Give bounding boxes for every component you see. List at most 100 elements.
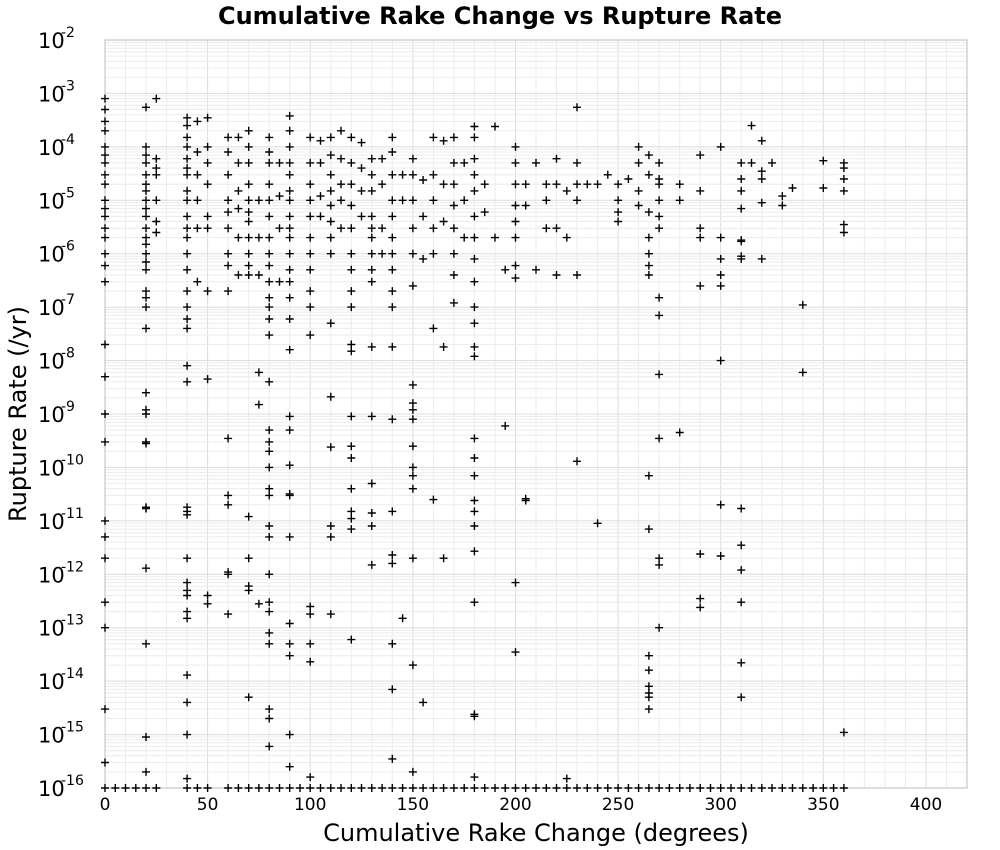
data-point [819,156,828,165]
data-point [234,186,243,195]
data-point [367,479,376,488]
data-point [285,212,294,221]
data-point [142,303,150,312]
data-point [347,133,356,142]
data-point [552,224,561,233]
data-point [367,154,376,163]
data-point [562,233,571,242]
data-point [388,784,397,792]
data-point [634,186,643,195]
data-point [511,578,520,587]
data-point [757,254,766,263]
data-point [614,208,623,217]
data-point [408,442,417,451]
data-point [357,784,366,792]
data-point [183,698,192,707]
y-tick-label: 10-13 [38,613,84,641]
data-point [183,303,192,312]
data-point [696,550,705,558]
x-tick-label: 250 [602,795,634,815]
data-point [183,510,192,519]
data-point [378,784,387,792]
data-point [265,196,274,205]
y-tick-base: 10 [38,350,65,374]
data-point [224,208,233,217]
data-point [460,233,469,242]
x-tick-label: 100 [294,795,326,815]
data-point [778,192,787,201]
data-point [449,271,458,279]
data-point [347,784,356,792]
data-point [696,151,705,160]
data-point [316,212,325,221]
data-point [388,249,397,258]
data-point [285,532,294,541]
data-point [183,578,192,587]
data-point [655,311,664,320]
data-point [142,180,150,189]
data-point [183,265,192,274]
data-point [131,784,140,792]
data-point [285,426,294,435]
data-point [470,522,479,530]
chart-title: Cumulative Rake Change vs Rupture Rate [218,2,782,30]
data-point [398,170,407,179]
data-point [347,224,356,233]
data-point [337,196,345,205]
y-axis-label: Rupture Rate (/yr) [4,306,32,522]
data-point [470,212,479,221]
data-point [521,180,530,189]
data-point [244,693,253,702]
y-tick-exponent: -2 [61,25,75,41]
data-point [142,103,150,112]
data-point [675,196,684,205]
data-point [101,372,109,381]
data-point [285,345,294,354]
data-point [193,170,202,179]
data-point [193,784,202,792]
data-point [388,415,397,424]
y-tick-base: 10 [38,617,65,641]
data-point [265,249,274,258]
data-point [644,666,653,675]
data-point [419,176,428,184]
data-point [573,196,581,205]
data-point [101,598,109,607]
y-tick-exponent: -4 [61,132,75,148]
data-point [552,784,561,792]
data-point [265,522,274,530]
data-point [367,170,376,179]
data-point [491,233,499,242]
data-point [347,525,356,534]
data-point [716,356,725,365]
data-point [737,175,746,183]
data-point [388,233,397,242]
data-point [152,196,161,205]
data-point [367,249,376,258]
data-point [408,554,417,563]
x-tick-label: 200 [499,795,531,815]
data-point [644,208,653,217]
data-point [285,265,294,274]
data-point [439,342,448,351]
data-point [388,196,397,205]
data-point [265,261,274,270]
data-point [224,170,233,179]
data-point [655,180,664,189]
data-point [419,698,428,707]
data-point [429,249,438,258]
data-point [265,233,274,242]
data-point [439,217,448,226]
data-point [254,599,263,608]
data-point [634,201,643,210]
data-point [224,500,233,509]
y-tick-exponent: -8 [61,346,75,362]
data-point [316,158,325,167]
data-point [388,303,397,312]
data-point [244,196,253,205]
data-point [101,261,109,270]
y-tick-exponent: -10 [61,452,84,468]
data-point [296,784,304,792]
data-point [265,570,274,579]
y-tick-base: 10 [38,136,65,160]
